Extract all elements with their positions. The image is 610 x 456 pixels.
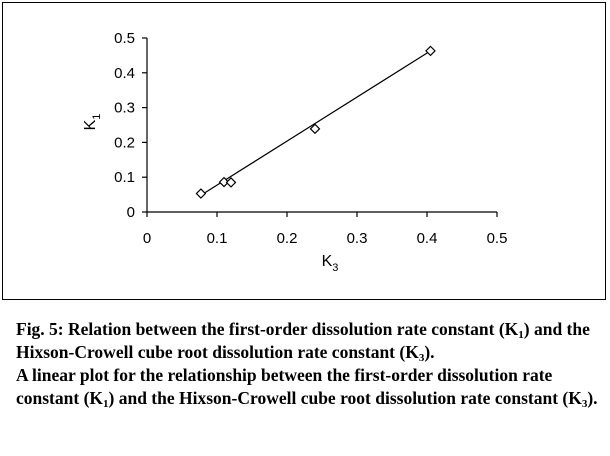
x-tick-label: 0.4 [417, 230, 438, 247]
y-tick-label: 0.3 [114, 100, 135, 117]
caption-description: A linear plot for the relationship betwe… [16, 365, 598, 410]
figure-frame [2, 2, 606, 300]
y-axis-title: K1 [82, 114, 103, 131]
scatter-chart: 0 0.1 0.2 0.3 0.4 0.5 0 0.1 0.2 0.3 0.4 0.5 K1 K3 [82, 30, 507, 274]
y-tick-label: 0 [127, 204, 135, 221]
y-tick-label: 0.1 [114, 169, 135, 186]
data-point-marker [425, 45, 436, 57]
y-tick-label: 0.2 [114, 134, 135, 151]
x-tick-label: 0.3 [347, 230, 368, 247]
data-point-marker [218, 176, 230, 188]
x-axis-title: K3 [322, 253, 339, 274]
data-point-marker [309, 123, 321, 135]
axes [146, 38, 497, 213]
caption-title: Fig. 5: Relation between the first-order… [16, 319, 590, 364]
x-tick-label: 0.1 [207, 230, 228, 247]
data-point-marker [195, 188, 207, 199]
x-tick-label: 0.5 [487, 230, 508, 247]
y-tick-label: 0.5 [114, 30, 135, 47]
trendline [200, 50, 431, 196]
ticks: 0 0.1 0.2 0.3 0.4 0.5 0 0.1 0.2 0.3 0.4 0.5 [114, 30, 507, 247]
x-tick-label: 0.2 [277, 230, 298, 247]
figure-caption: Fig. 5: Relation between the first-order… [16, 318, 600, 410]
data-point-marker [225, 177, 237, 188]
trendline-segment [200, 50, 431, 196]
y-tick-label: 0.4 [114, 65, 135, 82]
x-tick-label: 0 [143, 230, 151, 247]
data-points [195, 45, 436, 199]
